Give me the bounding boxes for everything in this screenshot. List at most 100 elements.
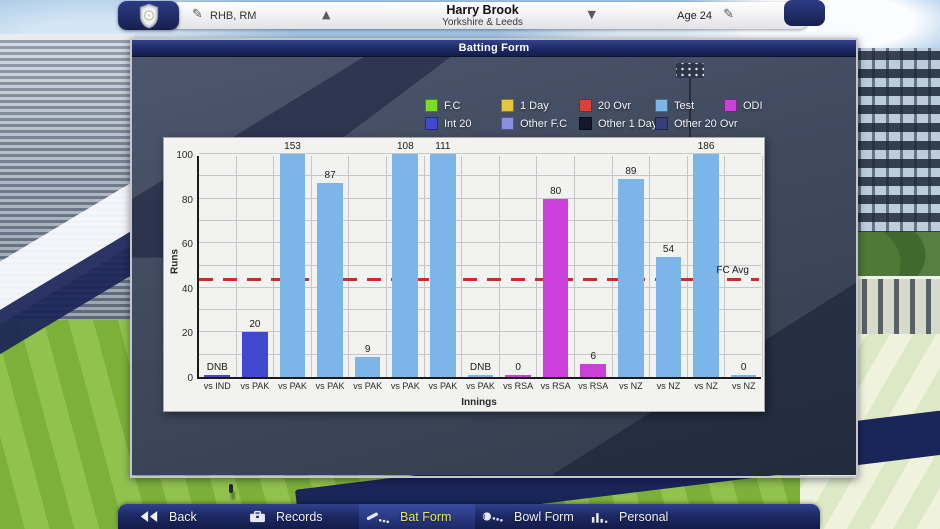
- nav-item-back[interactable]: Back: [133, 504, 243, 529]
- legend-item-odi: ODI: [724, 99, 763, 112]
- legend-item-other-f-c: Other F.C: [501, 117, 579, 130]
- bar-value-label: 89: [625, 165, 637, 177]
- club-badge-container: [118, 1, 179, 30]
- player-age: Age 24: [677, 10, 712, 22]
- panel-body: F.C 1 Day 20 Ovr Test ODI Int 20 Other F.C Othe…: [132, 57, 856, 475]
- legend-item-f-c: F.C: [425, 99, 501, 112]
- legend-item-test: Test: [655, 99, 724, 112]
- chart-column: 9 vs PAK: [349, 156, 387, 391]
- x-tick-label: vs PAK: [240, 381, 270, 391]
- records-icon: [249, 510, 266, 523]
- chart-column: 0 vs NZ: [725, 156, 763, 391]
- bar-value-label: 153: [284, 141, 301, 152]
- fc-avg-label: FC Avg: [716, 265, 749, 277]
- x-tick-label: vs PAK: [390, 381, 420, 391]
- chart-column: 87 vs PAK: [312, 156, 350, 391]
- bar-value-label: 111: [435, 141, 451, 152]
- nav-label-records: Records: [276, 509, 323, 524]
- chart-column: DNB vs PAK: [462, 156, 500, 391]
- bar-vs-rsa-0: [505, 374, 531, 377]
- background-building: [854, 48, 940, 240]
- x-tick-label: vs NZ: [731, 381, 756, 391]
- background-player-figure: [229, 484, 233, 493]
- bar-value-label: 9: [364, 343, 371, 355]
- bar-vs-pak-111: [430, 154, 456, 377]
- x-tick-label: vs PAK: [428, 381, 458, 391]
- x-axis-title: Innings: [461, 397, 497, 408]
- bar-vs-nz-0: [730, 374, 757, 377]
- legend-swatch: [501, 117, 514, 130]
- bar-vs-pak-153: [279, 154, 306, 377]
- nav-item-records[interactable]: Records: [243, 504, 359, 529]
- edit-role-icon[interactable]: ✎: [192, 7, 203, 22]
- chart-column: 108 vs PAK: [387, 141, 425, 391]
- legend-label: Other 1 Day: [598, 117, 658, 130]
- floodlight-icon: [676, 63, 704, 78]
- nav-label-personal: Personal: [619, 509, 669, 524]
- legend-item-other-1-day: Other 1 Day: [579, 117, 658, 130]
- batting-form-chart: Runs FC Avg DNB vs IND 20 vs PAK 153 vs PAK 87 v…: [163, 137, 765, 412]
- legend-swatch: [425, 117, 438, 130]
- legend-label: F.C: [444, 99, 461, 112]
- legend-label: Other 20 Ovr: [674, 117, 738, 130]
- legend-item-1-day: 1 Day: [501, 99, 579, 112]
- bar-vs-pak-87: [317, 183, 343, 377]
- chart-column: 54 vs NZ: [650, 156, 688, 391]
- edit-player-icon[interactable]: ✎: [723, 7, 734, 22]
- bar-vs-pak-108: [392, 154, 419, 377]
- chart-column: 20 vs PAK: [237, 156, 275, 391]
- nav-item-bowl-form[interactable]: Bowl Form: [475, 504, 584, 529]
- legend-item-int-20: Int 20: [425, 117, 501, 130]
- nav-item-personal[interactable]: Personal: [584, 504, 744, 529]
- panel-title: Batting Form: [132, 40, 856, 57]
- bar-value-label: 0: [740, 361, 747, 373]
- gridline: [199, 353, 761, 355]
- x-tick-label: vs NZ: [694, 381, 718, 391]
- player-name: Harry Brook: [446, 3, 519, 17]
- legend-swatch: [724, 99, 737, 112]
- legend-swatch: [579, 99, 592, 112]
- chart-column: 6 vs RSA: [575, 156, 613, 391]
- header-right-cap: [784, 0, 825, 26]
- legend-label: Other F.C: [520, 117, 568, 130]
- legend-swatch: [425, 99, 438, 112]
- yorkshire-rose-badge-icon: [139, 3, 158, 28]
- gridline: [199, 309, 761, 311]
- nav-label-back: Back: [169, 509, 197, 524]
- chart-column: 186 vs NZ: [688, 141, 726, 391]
- legend-swatch: [501, 99, 514, 112]
- fc-avg-reference-line: [199, 278, 759, 282]
- chart-legend: F.C 1 Day 20 Ovr Test ODI Int 20 Other F.C Othe…: [425, 99, 763, 130]
- bar-vs-ind-DNB: [204, 374, 231, 377]
- bar-vs-pak-9: [354, 356, 381, 377]
- bar-vs-nz-186: [693, 154, 719, 377]
- chart-column: 80 vs RSA: [537, 156, 575, 391]
- chart-column: 0 vs RSA: [500, 156, 538, 391]
- nav-item-bat-form[interactable]: Bat Form: [359, 504, 475, 529]
- nav-label-bat-form: Bat Form: [400, 509, 452, 524]
- bottom-nav-bar: Back Records Bat Form Bowl Form Personal: [118, 504, 820, 529]
- x-tick-label: vs PAK: [278, 381, 307, 391]
- back-icon: [139, 510, 159, 523]
- legend-item-other-20-ovr: Other 20 Ovr: [655, 117, 738, 130]
- gridline: [199, 153, 761, 154]
- legend-label: Int 20: [444, 117, 472, 130]
- legend-label: ODI: [743, 99, 763, 112]
- gridline: [199, 197, 761, 199]
- chart-column: 89 vs NZ: [613, 156, 651, 391]
- x-tick-label: vs PAK: [315, 381, 345, 391]
- batting-form-panel: Batting Form F.C 1 Day 20 Ovr Test ODI Int 20…: [130, 38, 858, 478]
- y-tick-label: 0: [187, 373, 193, 384]
- bar-vs-nz-89: [618, 178, 644, 377]
- bar-value-label: DNB: [206, 361, 228, 373]
- previous-player-arrow[interactable]: ▲: [322, 8, 331, 21]
- next-player-arrow[interactable]: ▼: [587, 8, 596, 21]
- chart-column: 111 vs PAK: [425, 141, 463, 391]
- bar-vs-pak-DNB: [467, 374, 494, 377]
- bar-value-label: 0: [515, 361, 521, 373]
- legend-swatch: [579, 117, 592, 130]
- gridline: [199, 219, 761, 221]
- x-tick-label: vs NZ: [656, 381, 681, 391]
- bar-value-label: 20: [249, 319, 261, 331]
- bar-value-label: 186: [697, 141, 715, 152]
